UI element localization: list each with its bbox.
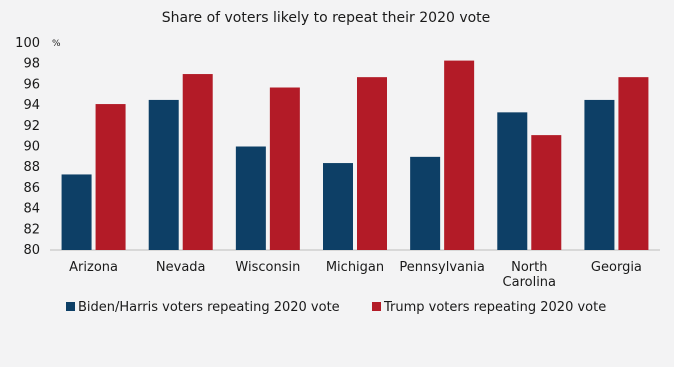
bar-biden-harris xyxy=(61,174,92,250)
x-tick-label: Georgia xyxy=(591,260,642,275)
bar-trump xyxy=(95,104,126,250)
bar-group xyxy=(148,74,213,250)
bar-groups xyxy=(61,60,649,250)
y-tick-label: 82 xyxy=(23,222,40,237)
x-tick-label: Wisconsin xyxy=(235,260,300,275)
bar-trump xyxy=(182,74,213,250)
y-tick-label: 92 xyxy=(23,119,40,134)
y-tick-label: 96 xyxy=(23,77,40,92)
legend-label: Biden/Harris voters repeating 2020 vote xyxy=(78,300,340,315)
bar-biden-harris xyxy=(584,99,615,250)
bar-trump xyxy=(444,60,475,250)
y-tick-label: 88 xyxy=(23,160,40,175)
bar-trump xyxy=(618,77,649,250)
x-tick-label: North Carolina xyxy=(503,260,557,290)
bar-biden-harris xyxy=(497,112,528,250)
y-tick-label: 84 xyxy=(23,202,40,217)
x-tick-label: Nevada xyxy=(156,260,206,275)
bar-biden-harris xyxy=(235,146,266,250)
x-axis-labels: Arizona Nevada Wisconsin Michigan Pennsylvan… xyxy=(69,260,642,290)
bar-group xyxy=(61,104,126,250)
x-tick-label: Pennsylvania xyxy=(399,260,484,275)
legend-swatch xyxy=(66,302,75,311)
legend-item: Biden/Harris voters repeating 2020 vote xyxy=(66,300,340,315)
legend-item: Trump voters repeating 2020 vote xyxy=(372,300,606,315)
bar-trump xyxy=(357,77,387,250)
bar-biden-harris xyxy=(148,99,179,250)
y-unit-label: % xyxy=(52,39,61,49)
x-tick-label: Arizona xyxy=(69,260,118,275)
bar-group xyxy=(323,77,387,250)
x-tick-label: Michigan xyxy=(326,260,384,275)
y-tick-label: 98 xyxy=(23,57,40,72)
y-tick-label: 100 xyxy=(15,36,40,51)
bar-trump xyxy=(269,87,300,250)
chart-title: Share of voters likely to repeat their 2… xyxy=(162,10,491,26)
bar-group xyxy=(235,87,300,250)
bar-group xyxy=(410,60,475,250)
legend-label: Trump voters repeating 2020 vote xyxy=(383,300,606,315)
bar-group xyxy=(497,112,562,250)
y-axis-ticks: 80 82 84 86 88 90 92 94 96 98 100 xyxy=(15,36,40,258)
y-tick-label: 90 xyxy=(23,140,40,155)
y-tick-label: 86 xyxy=(23,181,40,196)
legend-swatch xyxy=(372,302,381,311)
legend: Biden/Harris voters repeating 2020 vote T… xyxy=(66,300,606,315)
bar-biden-harris xyxy=(410,156,441,250)
y-tick-label: 94 xyxy=(23,98,40,113)
bar-group xyxy=(584,77,649,250)
bar-trump xyxy=(531,135,562,250)
bar-biden-harris xyxy=(323,163,353,250)
y-tick-label: 80 xyxy=(23,243,40,258)
